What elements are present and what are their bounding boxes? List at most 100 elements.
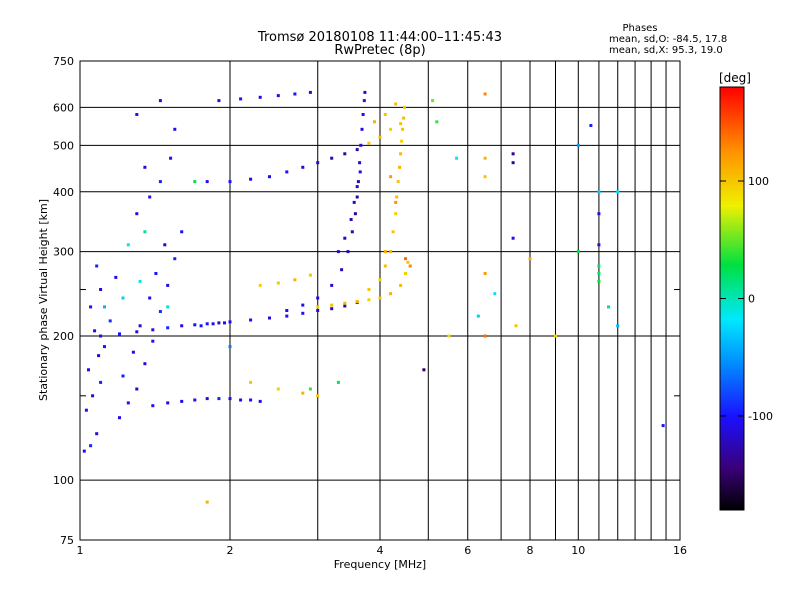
x-tick-label: 4 xyxy=(377,544,384,557)
data-point xyxy=(158,310,162,313)
data-point xyxy=(249,380,253,384)
data-point xyxy=(597,279,601,283)
data-point xyxy=(228,320,232,324)
data-point xyxy=(661,424,665,428)
x-tick-label: 10 xyxy=(571,544,585,557)
data-point xyxy=(378,296,382,300)
data-point xyxy=(308,387,312,391)
data-point xyxy=(589,124,593,127)
data-point xyxy=(118,416,121,420)
data-point xyxy=(336,250,340,254)
data-point xyxy=(576,143,580,147)
data-point xyxy=(373,120,376,124)
data-point xyxy=(353,212,357,216)
data-point xyxy=(483,334,487,338)
data-point xyxy=(511,161,515,165)
data-point xyxy=(576,250,580,254)
colorbar-tick-label: -100 xyxy=(748,410,773,423)
data-points xyxy=(82,90,665,504)
data-point xyxy=(355,185,359,189)
data-point xyxy=(343,304,347,308)
data-point xyxy=(99,288,103,291)
data-point xyxy=(301,303,305,307)
data-point xyxy=(396,180,400,184)
data-point xyxy=(514,324,518,328)
data-point xyxy=(455,156,459,160)
data-point xyxy=(163,243,167,247)
data-point xyxy=(143,165,147,169)
data-point xyxy=(135,212,139,216)
data-point xyxy=(349,218,353,221)
data-point xyxy=(403,105,406,109)
data-point xyxy=(211,322,215,326)
y-tick-label: 300 xyxy=(53,246,74,259)
data-point xyxy=(483,92,487,96)
data-point xyxy=(402,116,406,120)
x-tick-label: 16 xyxy=(673,544,687,557)
data-point xyxy=(316,161,320,165)
data-point xyxy=(89,305,93,309)
data-point xyxy=(362,99,366,103)
data-point xyxy=(158,180,162,184)
data-point xyxy=(447,334,451,338)
data-point xyxy=(406,260,410,264)
phases-x-line: mean, sd,X: 95.3, 19.0 xyxy=(609,45,723,56)
data-point xyxy=(199,324,203,328)
data-point xyxy=(148,296,152,300)
data-point xyxy=(173,257,177,261)
data-point xyxy=(276,281,280,285)
phases-heading: Phases xyxy=(622,23,657,34)
data-point xyxy=(217,397,221,401)
data-point xyxy=(89,444,93,448)
data-point xyxy=(135,387,139,391)
data-point xyxy=(316,309,320,312)
data-point xyxy=(316,394,320,398)
data-point xyxy=(135,113,139,116)
data-point xyxy=(108,319,112,323)
data-point xyxy=(217,321,221,325)
phases-o-line: mean, sd,O: -84.5, 17.8 xyxy=(609,34,727,45)
data-point xyxy=(597,212,601,216)
data-point xyxy=(138,324,142,328)
data-point xyxy=(151,404,155,408)
data-point xyxy=(121,296,125,300)
data-point xyxy=(399,152,403,156)
data-point xyxy=(316,305,320,309)
y-axis-ticks: 75 100 200 300 400 500 600 750 xyxy=(53,55,74,547)
data-point xyxy=(285,314,289,318)
data-point xyxy=(435,120,439,124)
data-point xyxy=(97,354,101,358)
data-point xyxy=(103,345,106,349)
data-point xyxy=(483,272,487,275)
data-point xyxy=(258,283,262,287)
data-point xyxy=(143,230,147,234)
data-point xyxy=(268,175,271,179)
data-point xyxy=(408,264,412,268)
data-point xyxy=(258,399,262,403)
data-point xyxy=(483,175,487,179)
data-point xyxy=(394,212,398,216)
data-point xyxy=(301,391,305,395)
y-axis-label: Stationary phase Virtual Height [km] xyxy=(37,199,50,401)
data-point xyxy=(383,113,387,116)
data-point xyxy=(84,408,88,412)
x-tick-label: 2 xyxy=(227,544,234,557)
data-point xyxy=(180,230,184,234)
data-point xyxy=(293,92,297,96)
data-point xyxy=(350,230,354,234)
data-point xyxy=(343,236,347,240)
data-point xyxy=(301,311,305,315)
data-point xyxy=(249,177,253,181)
data-point xyxy=(330,156,334,160)
data-point xyxy=(151,328,155,332)
data-point xyxy=(398,165,402,169)
data-point xyxy=(383,250,387,254)
colorbar-tick-label: 100 xyxy=(748,175,769,188)
data-point xyxy=(367,141,371,145)
data-point xyxy=(166,305,170,309)
data-point xyxy=(422,368,426,372)
data-point xyxy=(361,113,365,116)
data-point xyxy=(597,272,601,275)
data-point xyxy=(346,250,350,254)
